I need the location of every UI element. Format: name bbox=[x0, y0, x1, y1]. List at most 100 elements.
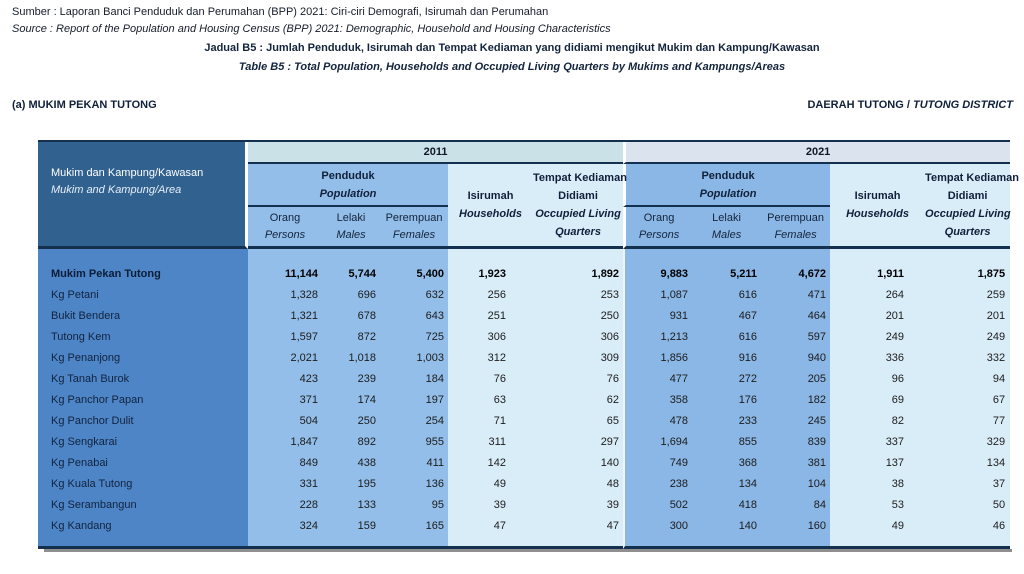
value-2011-occupied: 309 bbox=[533, 347, 624, 368]
value-2011-households: 76 bbox=[448, 368, 533, 389]
spacer-cell bbox=[761, 249, 831, 263]
spacer-row bbox=[38, 249, 1011, 263]
value-2011-households: 63 bbox=[448, 389, 533, 410]
households-header-2021: Isirumah Households bbox=[830, 164, 926, 249]
value-2011-households: 1,923 bbox=[448, 263, 533, 284]
males-header-2011: Lelaki Males bbox=[322, 207, 380, 249]
value-2021-females: 464 bbox=[761, 305, 831, 326]
value-2021-males: 616 bbox=[692, 326, 762, 347]
value-2021-males: 5,211 bbox=[692, 263, 762, 284]
value-2011-males: 250 bbox=[322, 410, 380, 431]
value-2021-households: 137 bbox=[830, 452, 926, 473]
value-2011-households: 311 bbox=[448, 431, 533, 452]
value-2011-males: 174 bbox=[322, 389, 380, 410]
spacer-cell bbox=[448, 536, 533, 549]
persons-header-2011: Orang Persons bbox=[248, 207, 322, 249]
spacer-cell bbox=[692, 536, 762, 549]
value-2021-males: 855 bbox=[692, 431, 762, 452]
spacer-cell bbox=[322, 536, 380, 549]
value-2021-occupied: 67 bbox=[925, 389, 1011, 410]
district-label-malay: DAERAH TUTONG / bbox=[807, 99, 910, 111]
value-2021-females: 839 bbox=[761, 431, 831, 452]
year-header-row: Mukim dan Kampung/Kawasan Mukim and Kamp… bbox=[38, 142, 1011, 249]
spacer-cell bbox=[322, 249, 380, 263]
occupied-header-2021: Tempat Kediaman Didiami Occupied Living … bbox=[925, 164, 1019, 249]
table-row: Bukit Bendera 1,321 678 643 251 250 931 467 464 2… bbox=[38, 305, 1011, 326]
value-2021-persons: 1,694 bbox=[623, 431, 693, 452]
section-label: (a) MUKIM PEKAN TUTONG bbox=[12, 99, 157, 111]
value-2021-males: 272 bbox=[692, 368, 762, 389]
table-row: Kg Tanah Burok 423 239 184 76 76 477 272 205 96 94 bbox=[38, 368, 1011, 389]
value-2021-persons: 1,856 bbox=[623, 347, 693, 368]
stub-header-cell: Mukim dan Kampung/Kawasan Mukim and Kamp… bbox=[38, 142, 248, 249]
value-2011-households: 251 bbox=[448, 305, 533, 326]
value-2021-households: 336 bbox=[830, 347, 926, 368]
table-body: Mukim Pekan Tutong 11,144 5,744 5,400 1,923 1… bbox=[38, 249, 1011, 549]
spacer-cell bbox=[533, 249, 624, 263]
spacer-cell bbox=[248, 249, 322, 263]
value-2011-persons: 331 bbox=[248, 473, 322, 494]
value-2021-occupied: 50 bbox=[925, 494, 1011, 515]
males-header-2021: Lelaki Males bbox=[692, 207, 762, 249]
value-2011-persons: 1,321 bbox=[248, 305, 322, 326]
value-2011-occupied: 47 bbox=[533, 515, 624, 536]
females-header-2011: Perempuan Females bbox=[380, 207, 448, 249]
females-header-2021: Perempuan Females bbox=[761, 207, 831, 249]
value-2011-males: 195 bbox=[322, 473, 380, 494]
spacer-cell bbox=[830, 249, 926, 263]
value-2011-females: 197 bbox=[380, 389, 448, 410]
value-2011-occupied: 253 bbox=[533, 284, 624, 305]
value-2021-females: 245 bbox=[761, 410, 831, 431]
value-2011-males: 133 bbox=[322, 494, 380, 515]
table-row: Kg Kuala Tutong 331 195 136 49 48 238 134 104 38 3… bbox=[38, 473, 1011, 494]
census-table-wrapper: Mukim dan Kampung/Kawasan Mukim and Kamp… bbox=[38, 140, 1019, 552]
value-2021-females: 182 bbox=[761, 389, 831, 410]
value-2011-males: 872 bbox=[322, 326, 380, 347]
sub-header-row: Orang Persons Lelaki Males Perempuan Fem… bbox=[38, 207, 1010, 249]
population-header-2021: Penduduk Population bbox=[623, 164, 831, 207]
value-2011-persons: 1,328 bbox=[248, 284, 322, 305]
table-title-english: Table B5 : Total Population, Households … bbox=[238, 61, 786, 73]
table-row: Kg Panchor Papan 371 174 197 63 62 358 176 182 69… bbox=[38, 389, 1011, 410]
value-2021-females: 205 bbox=[761, 368, 831, 389]
row-label: Mukim Pekan Tutong bbox=[38, 263, 248, 284]
row-label: Kg Kuala Tutong bbox=[38, 473, 248, 494]
value-2021-persons: 477 bbox=[623, 368, 693, 389]
value-2021-persons: 358 bbox=[623, 389, 693, 410]
stub-label-english: Mukim and Kampung/Area bbox=[51, 184, 182, 196]
value-2011-males: 239 bbox=[322, 368, 380, 389]
value-2021-occupied: 77 bbox=[925, 410, 1011, 431]
table-row: Kg Penabai 849 438 411 142 140 749 368 381 137 134 bbox=[38, 452, 1011, 473]
table-row: Tutong Kem 1,597 872 725 306 306 1,213 616 597 24… bbox=[38, 326, 1011, 347]
spacer-cell bbox=[38, 249, 248, 263]
value-2021-males: 418 bbox=[692, 494, 762, 515]
row-label: Kg Panchor Dulit bbox=[38, 410, 248, 431]
value-2021-households: 38 bbox=[830, 473, 926, 494]
value-2011-occupied: 76 bbox=[533, 368, 624, 389]
spacer-cell bbox=[623, 536, 693, 549]
district-label-english: TUTONG DISTRICT bbox=[912, 99, 1013, 111]
value-2011-occupied: 62 bbox=[533, 389, 624, 410]
value-2011-females: 955 bbox=[380, 431, 448, 452]
row-label: Kg Kandang bbox=[38, 515, 248, 536]
subheader-row: (a) MUKIM PEKAN TUTONG DAERAH TUTONG / T… bbox=[12, 99, 1013, 111]
value-2011-occupied: 65 bbox=[533, 410, 624, 431]
value-2011-persons: 2,021 bbox=[248, 347, 322, 368]
value-2011-persons: 11,144 bbox=[248, 263, 322, 284]
value-2011-females: 411 bbox=[380, 452, 448, 473]
value-2021-males: 616 bbox=[692, 284, 762, 305]
table-row: Mukim Pekan Tutong 11,144 5,744 5,400 1,923 1… bbox=[38, 263, 1011, 284]
value-2021-persons: 749 bbox=[623, 452, 693, 473]
value-2021-persons: 478 bbox=[623, 410, 693, 431]
value-2011-households: 306 bbox=[448, 326, 533, 347]
value-2021-females: 381 bbox=[761, 452, 831, 473]
spacer-cell bbox=[761, 536, 831, 549]
group-header-row: Penduduk Population Isirumah Households … bbox=[38, 164, 1019, 249]
value-2021-males: 916 bbox=[692, 347, 762, 368]
table-row: Kg Panchor Dulit 504 250 254 71 65 478 233 245 82… bbox=[38, 410, 1011, 431]
value-2021-occupied: 1,875 bbox=[925, 263, 1011, 284]
value-2011-females: 643 bbox=[380, 305, 448, 326]
value-2011-males: 892 bbox=[322, 431, 380, 452]
value-2021-occupied: 46 bbox=[925, 515, 1011, 536]
spacer-cell bbox=[692, 249, 762, 263]
